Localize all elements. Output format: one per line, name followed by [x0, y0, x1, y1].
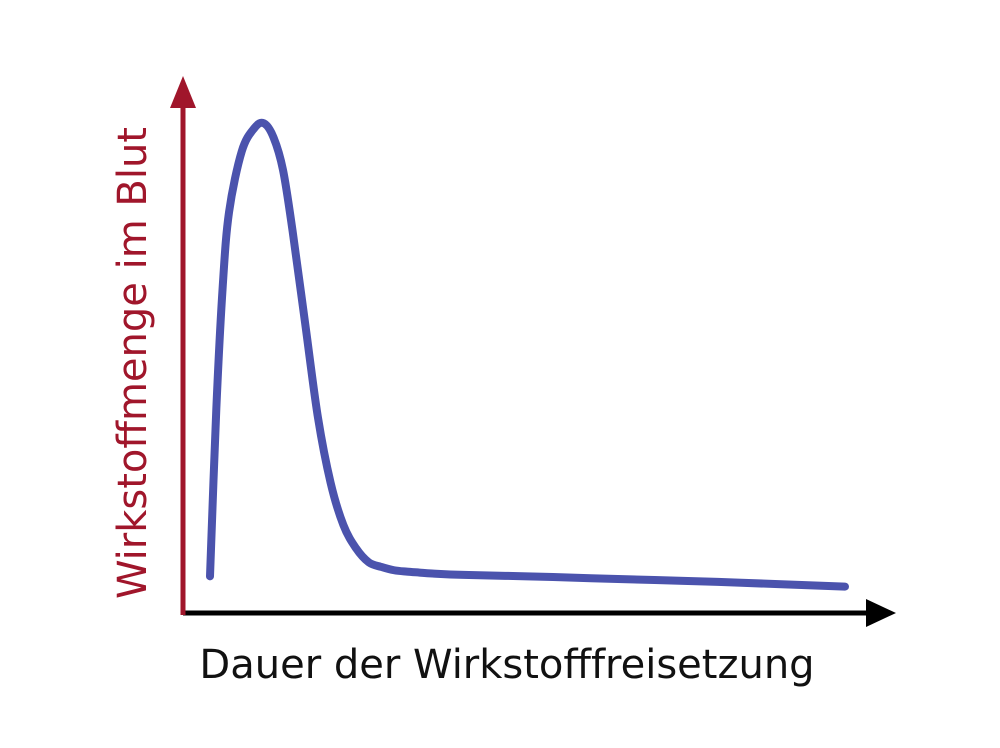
y-axis-title: Wirkstoffmenge im Blut	[110, 127, 156, 599]
x-axis-arrowhead	[866, 599, 896, 627]
x-axis-title: Dauer der Wirkstofffreisetzung	[199, 642, 814, 688]
curve-layer	[206, 118, 849, 591]
y-axis-arrowhead	[170, 76, 196, 108]
series-line-0	[206, 118, 849, 591]
